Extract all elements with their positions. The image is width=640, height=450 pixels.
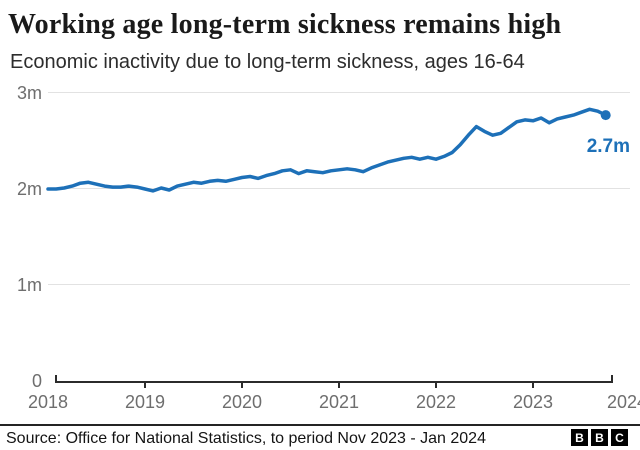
x-axis-tick-2019 — [144, 383, 146, 388]
bbc-logo-block-b2: B — [591, 429, 608, 446]
source-note: Source: Office for National Statistics, … — [6, 430, 486, 447]
gridline-1m — [48, 284, 630, 285]
x-axis-left-cap — [55, 375, 57, 383]
latest-value-dot — [600, 110, 611, 121]
x-axis-tick-2021 — [338, 383, 340, 388]
footer-divider — [0, 424, 640, 426]
chart-title: Working age long-term sickness remains h… — [8, 9, 562, 40]
x-axis-tick-2020 — [241, 383, 243, 388]
x-axis-label-2021: 2021 — [318, 392, 360, 412]
bbc-logo-block-b1: B — [571, 429, 588, 446]
x-axis-tick-2022 — [435, 383, 437, 388]
bbc-logo-block-c: C — [611, 429, 628, 446]
x-axis-tick-2023 — [532, 383, 534, 388]
y-axis-label-1m: 1m — [16, 275, 42, 295]
x-axis-label-2024: 2024 — [606, 392, 640, 412]
chart-subtitle: Economic inactivity due to long-term sic… — [10, 51, 525, 73]
x-axis-label-2019: 2019 — [124, 392, 166, 412]
sickness-line-series — [46, 107, 608, 193]
x-axis-baseline — [55, 381, 613, 383]
x-axis-right-cap — [611, 375, 613, 383]
x-axis-label-2023: 2023 — [512, 392, 554, 412]
latest-value-label: 2.7m — [586, 136, 630, 157]
x-axis-label-2022: 2022 — [415, 392, 457, 412]
gridline-2m — [48, 188, 630, 189]
y-axis-label-0: 0 — [31, 371, 42, 391]
y-axis-label-2m: 2m — [16, 179, 42, 199]
bbc-logo: B B C — [571, 429, 628, 446]
x-axis-label-2018: 2018 — [27, 392, 69, 412]
gridline-3m — [48, 92, 630, 93]
y-axis-label-3m: 3m — [16, 83, 42, 103]
x-axis-label-2020: 2020 — [221, 392, 263, 412]
